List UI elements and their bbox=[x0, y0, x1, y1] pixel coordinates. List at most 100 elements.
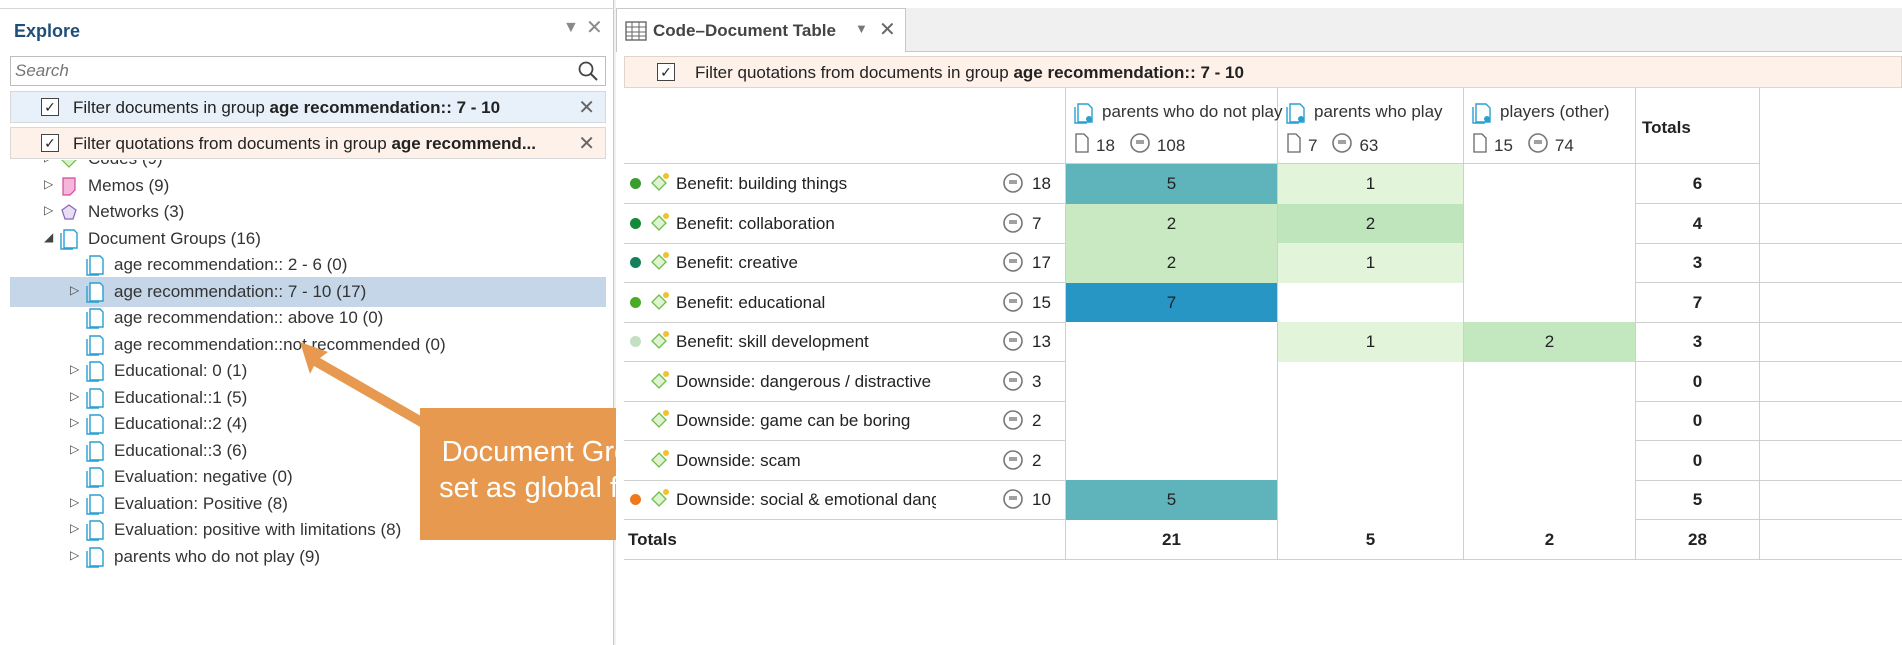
expand-right-icon[interactable]: ▷ bbox=[70, 521, 80, 535]
table-cell[interactable] bbox=[1464, 243, 1636, 283]
expand-right-icon[interactable]: ▷ bbox=[70, 388, 80, 403]
tree-item[interactable]: ▷ age recommendation:: 7 - 10 (17) bbox=[10, 276, 606, 307]
tree-item[interactable]: ▷ Networks (3) bbox=[10, 197, 606, 227]
table-cell[interactable]: 2 bbox=[1278, 203, 1464, 244]
table-cell[interactable] bbox=[1278, 401, 1464, 441]
document-group-icon bbox=[86, 466, 104, 488]
filter-quotations-bar[interactable]: ✓ Filter quotations from documents in gr… bbox=[10, 127, 606, 159]
row-header: Benefit: building things 18 bbox=[624, 164, 1066, 204]
table-cell[interactable] bbox=[1278, 282, 1464, 323]
document-count: 7 bbox=[1308, 135, 1318, 155]
tree-item[interactable]: age recommendation:: 2 - 6 (0) bbox=[10, 250, 606, 280]
tree-item[interactable]: Evaluation: negative (0) bbox=[10, 462, 606, 492]
tree-item[interactable]: ▷ Educational::3 (6) bbox=[10, 436, 606, 466]
search-box[interactable] bbox=[10, 56, 606, 86]
table-cell[interactable]: 1 bbox=[1278, 322, 1464, 362]
pane-menu-icon[interactable]: ▼ bbox=[563, 19, 579, 36]
search-input[interactable] bbox=[11, 57, 551, 85]
table-cell[interactable] bbox=[1464, 361, 1636, 402]
table-cell[interactable]: 7 bbox=[1066, 282, 1278, 323]
table-row[interactable]: Downside: game can be boring 2 0 bbox=[624, 401, 1902, 441]
expand-right-icon[interactable]: ▷ bbox=[70, 494, 80, 509]
tree-item[interactable]: ▷ Memos (9) bbox=[10, 171, 606, 201]
tree-item-label: age recommendation::not recommended (0) bbox=[114, 334, 446, 354]
column-header[interactable]: players (other) 15 74 bbox=[1464, 88, 1636, 164]
memo-icon bbox=[60, 175, 78, 197]
expand-down-icon[interactable]: ◢ bbox=[44, 229, 54, 244]
table-filter-checkbox[interactable]: ✓ bbox=[657, 63, 675, 81]
tree-item[interactable]: ▷ Educational::2 (4) bbox=[10, 409, 606, 439]
tab-code-document-table[interactable]: Code–Document Table ▼ ✕ bbox=[616, 8, 906, 52]
table-cell[interactable] bbox=[1278, 361, 1464, 402]
code-icon bbox=[649, 330, 671, 352]
table-cell[interactable] bbox=[1066, 440, 1278, 481]
tree-item[interactable]: ▷ Educational: 0 (1) bbox=[10, 356, 606, 386]
expand-right-icon[interactable]: ▷ bbox=[70, 547, 80, 562]
tree-item[interactable]: age recommendation:: above 10 (0) bbox=[10, 303, 606, 333]
expand-right-icon[interactable]: ▷ bbox=[70, 441, 80, 456]
table-cell[interactable] bbox=[1066, 401, 1278, 441]
expand-right-icon[interactable]: ▷ bbox=[44, 203, 54, 217]
table-cell[interactable]: 2 bbox=[1066, 203, 1278, 244]
filter-quotations-checkbox[interactable]: ✓ bbox=[41, 134, 59, 152]
quotation-count: 3 bbox=[1032, 371, 1042, 391]
filter-documents-bar[interactable]: ✓ Filter documents in group age recommen… bbox=[10, 91, 606, 123]
table-cell[interactable] bbox=[1278, 440, 1464, 481]
table-row[interactable]: Benefit: building things 18 5 1 6 bbox=[624, 164, 1902, 204]
quotation-count: 13 bbox=[1032, 332, 1051, 351]
remove-filter-icon[interactable]: ✕ bbox=[578, 133, 595, 155]
code-icon bbox=[649, 488, 671, 510]
tree-item-label: Educational::1 (5) bbox=[114, 387, 248, 407]
table-cell[interactable] bbox=[1464, 480, 1636, 520]
tree-item[interactable]: ▷ Codes (9) bbox=[10, 160, 606, 174]
table-cell[interactable] bbox=[1464, 401, 1636, 441]
tree-item[interactable]: ▷ parents who do not play (9) bbox=[10, 542, 606, 572]
table-row[interactable]: Benefit: collaboration 7 2 2 4 bbox=[624, 203, 1902, 244]
expand-right-icon[interactable]: ▷ bbox=[70, 415, 80, 429]
tree-item[interactable]: ◢ Document Groups (16) bbox=[10, 224, 606, 254]
table-row[interactable]: Downside: dangerous / distractive 3 0 bbox=[624, 361, 1902, 402]
chevron-down-icon[interactable]: ▼ bbox=[855, 21, 868, 36]
table-row[interactable]: Benefit: skill development 13 1 2 3 bbox=[624, 322, 1902, 362]
table-cell[interactable]: 2 bbox=[1464, 322, 1636, 362]
tree-item[interactable]: age recommendation::not recommended (0) bbox=[10, 330, 606, 360]
table-cell[interactable] bbox=[1464, 440, 1636, 481]
expand-right-icon[interactable]: ▷ bbox=[44, 176, 54, 191]
table-cell[interactable]: 1 bbox=[1278, 243, 1464, 283]
expand-right-icon[interactable]: ▷ bbox=[70, 362, 80, 376]
table-cell[interactable]: 5 bbox=[1066, 164, 1278, 204]
filter-documents-checkbox[interactable]: ✓ bbox=[41, 98, 59, 116]
table-row[interactable]: Downside: scam 2 0 bbox=[624, 440, 1902, 481]
table-cell[interactable] bbox=[1278, 480, 1464, 520]
table-row[interactable]: Downside: social & emotional dang... 10 5 5 bbox=[624, 480, 1902, 520]
tree-item[interactable]: ▷ Educational::1 (5) bbox=[10, 383, 606, 413]
table-cell[interactable] bbox=[1464, 282, 1636, 323]
document-icon bbox=[1472, 133, 1488, 158]
close-icon[interactable]: ✕ bbox=[586, 17, 603, 39]
expand-right-icon[interactable]: ▷ bbox=[70, 282, 80, 297]
document-group-icon bbox=[86, 413, 104, 435]
tree-item[interactable]: ▷ Evaluation: positive with limitations (… bbox=[10, 515, 606, 545]
code-color-dot bbox=[630, 296, 641, 308]
table-cell[interactable] bbox=[1066, 322, 1278, 362]
column-header[interactable]: parents who play 7 63 bbox=[1278, 88, 1464, 164]
table-cell[interactable] bbox=[1464, 203, 1636, 244]
table-cell[interactable] bbox=[1464, 164, 1636, 204]
filter-quotations-label: Filter quotations from documents in grou… bbox=[73, 134, 392, 153]
expand-right-icon[interactable]: ▷ bbox=[44, 160, 53, 164]
table-filter-bar[interactable]: ✓ Filter quotations from documents in gr… bbox=[624, 56, 1902, 88]
table-row[interactable]: Benefit: creative 17 2 1 3 bbox=[624, 243, 1902, 283]
close-tab-icon[interactable]: ✕ bbox=[879, 19, 896, 41]
search-icon[interactable] bbox=[577, 60, 599, 82]
table-cell[interactable]: 2 bbox=[1066, 243, 1278, 283]
table-row[interactable]: Benefit: educational 15 7 7 bbox=[624, 282, 1902, 323]
tree-item-label: Evaluation: Positive (8) bbox=[114, 493, 288, 513]
table-cell[interactable] bbox=[1066, 361, 1278, 402]
table-cell[interactable]: 1 bbox=[1278, 164, 1464, 204]
remove-filter-icon[interactable]: ✕ bbox=[578, 97, 595, 119]
table-cell[interactable]: 5 bbox=[1066, 480, 1278, 520]
tab-bar: Code–Document Table ▼ ✕ bbox=[616, 8, 1902, 52]
code-icon bbox=[649, 370, 671, 392]
column-header[interactable]: parents who do not play 18 108 bbox=[1066, 88, 1283, 164]
tree-item[interactable]: ▷ Evaluation: Positive (8) bbox=[10, 489, 606, 519]
